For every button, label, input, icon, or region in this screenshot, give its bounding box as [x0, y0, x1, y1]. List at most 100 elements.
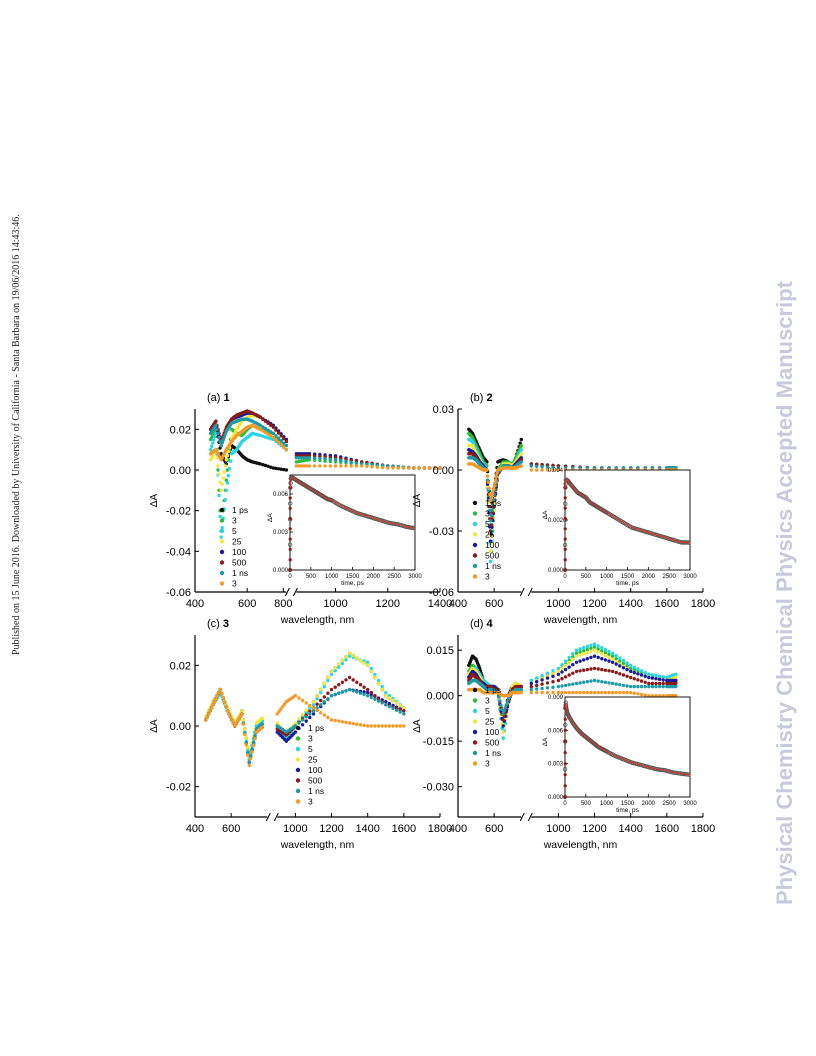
data-point: [657, 681, 662, 686]
data-point: [438, 466, 442, 470]
data-point: [339, 458, 343, 463]
data-point: [300, 712, 305, 717]
y-tick-label: 0.02: [170, 660, 191, 672]
data-point: [227, 466, 232, 471]
inset-data-point: [563, 762, 567, 766]
data-point: [230, 718, 234, 722]
data-point: [384, 724, 388, 728]
data-point: [639, 692, 644, 697]
data-point: [297, 456, 301, 460]
y-tick-label: 0.00: [170, 721, 191, 733]
data-point: [556, 666, 561, 671]
series-8: [467, 687, 678, 698]
data-point: [567, 683, 571, 687]
inset-x-tick-label: 1000: [600, 801, 614, 807]
data-point: [600, 690, 604, 695]
data-point: [657, 684, 662, 689]
panel-compound: 1: [224, 392, 230, 404]
legend-label: 5: [485, 519, 490, 529]
data-point: [502, 709, 506, 713]
data-point: [643, 680, 647, 684]
data-point: [347, 654, 352, 658]
data-point: [370, 465, 374, 469]
data-point: [545, 671, 550, 675]
data-point: [311, 709, 316, 713]
data-point: [489, 496, 493, 500]
inset-data-point: [563, 717, 567, 721]
inset-fit-line: [564, 479, 690, 544]
data-point: [621, 673, 626, 677]
data-point: [625, 661, 629, 665]
x-tick-label: 400: [449, 598, 467, 610]
data-point: [540, 465, 544, 469]
data-point: [499, 703, 503, 708]
data-point: [307, 464, 312, 468]
data-point: [529, 684, 533, 689]
data-point: [488, 549, 493, 553]
data-point: [614, 662, 618, 666]
data-point: [308, 707, 312, 711]
data-point: [398, 724, 402, 728]
legend-marker: [295, 746, 301, 752]
x-tick-label: 1800: [691, 598, 715, 610]
data-point: [529, 464, 533, 468]
data-point: [322, 681, 326, 686]
inset-y-tick-label: 0.003: [548, 762, 564, 768]
data-point: [311, 700, 316, 704]
data-point: [674, 675, 678, 680]
data-point: [376, 681, 381, 686]
data-point: [213, 435, 217, 439]
data-point: [384, 703, 388, 707]
inset-x-label: time, ps: [616, 580, 640, 587]
data-point: [545, 465, 550, 469]
data-point: [247, 763, 251, 768]
data-point: [251, 740, 256, 745]
legend-marker: [295, 778, 301, 783]
data-point: [297, 464, 301, 468]
data-point: [215, 427, 219, 431]
legend-marker: [472, 687, 478, 693]
data-point: [339, 464, 343, 468]
data-point: [216, 468, 220, 472]
data-point: [647, 672, 651, 677]
data-point: [592, 666, 597, 671]
data-point: [563, 663, 568, 667]
data-point: [223, 498, 227, 502]
data-point: [274, 438, 278, 442]
inset-data-point: [563, 501, 568, 506]
data-point: [596, 650, 600, 654]
data-point: [585, 650, 589, 655]
data-point: [344, 658, 348, 662]
data-point: [380, 687, 384, 692]
y-tick-label: 0.03: [433, 404, 454, 416]
data-point: [607, 655, 611, 660]
x-axis-label: wavelength, nm: [543, 839, 618, 851]
data-point: [519, 443, 523, 448]
data-point: [629, 690, 633, 695]
inset-fit-line: [564, 702, 691, 776]
data-point: [551, 690, 555, 695]
inset-y-tick-label: 0.000: [273, 568, 289, 574]
data-point: [560, 663, 564, 667]
data-point: [621, 658, 626, 663]
inset-y-tick-label: 0.004: [548, 468, 564, 474]
data-point: [391, 724, 395, 728]
data-point: [578, 653, 582, 657]
data-point: [571, 690, 575, 695]
series-8: [209, 423, 442, 470]
data-point: [258, 423, 262, 427]
data-point: [610, 681, 615, 686]
x-tick-label: 1200: [376, 598, 400, 610]
data-point: [585, 680, 589, 684]
data-point: [380, 684, 384, 689]
data-point: [243, 732, 247, 737]
data-point: [625, 664, 629, 668]
data-point: [366, 663, 370, 667]
data-point: [225, 709, 230, 713]
data-point: [600, 652, 604, 656]
data-point: [497, 695, 501, 699]
data-point: [269, 430, 273, 434]
x-tick-label: 1000: [283, 823, 307, 835]
data-point: [358, 683, 363, 687]
